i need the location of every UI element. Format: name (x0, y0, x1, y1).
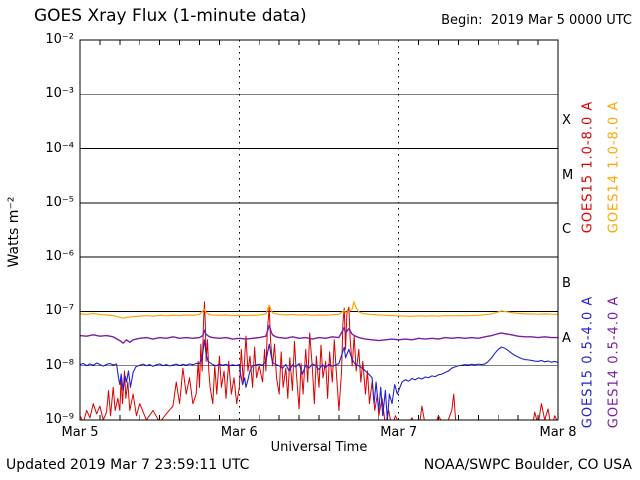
series-line-goes14-long (80, 301, 558, 319)
series-label-goes14-short: GOES14 0.5-4.0 A (606, 295, 622, 429)
y-tick-label: 10⁻⁶ (45, 249, 74, 265)
begin-timestamp: Begin: 2019 Mar 5 0000 UTC (441, 13, 632, 28)
series-line-goes14-short (80, 324, 558, 344)
x-tick-label: Mar 6 (220, 425, 258, 440)
chart-title: GOES Xray Flux (1-minute data) (34, 6, 307, 26)
series-lines (80, 301, 558, 420)
y-tick-label: 10⁻⁵ (45, 194, 74, 210)
hour-ticks (99, 40, 539, 420)
x-tick-label: Mar 5 (61, 425, 99, 440)
y-tick-label: 10⁻³ (45, 86, 74, 102)
flare-class-label-B: B (562, 276, 571, 292)
updated-timestamp: Updated 2019 Mar 7 23:59:11 UTC (6, 457, 250, 473)
x-axis-label: Universal Time (270, 440, 368, 455)
series-label-goes15-long: GOES15 1.0-8.0 A (580, 100, 596, 234)
y-tick-label: 10⁻⁴ (45, 140, 74, 156)
x-tick-label: Mar 8 (539, 425, 577, 440)
decade-gridlines (80, 93, 558, 367)
y-tick-label: 10⁻⁷ (45, 303, 74, 319)
y-tick-label: 10⁻⁹ (45, 412, 74, 427)
y-axis-label: Watts m⁻² (6, 196, 22, 268)
y-tick-label: 10⁻² (45, 32, 74, 47)
flare-class-label-A: A (562, 330, 571, 346)
flare-class-label-C: C (562, 222, 572, 237)
series-line-goes15-short (80, 339, 558, 420)
series-label-goes14-long: GOES14 1.0-8.0 A (606, 100, 622, 234)
plot-border (79, 39, 559, 421)
y-tick-label: 10⁻⁸ (45, 357, 74, 373)
series-label-goes15-short: GOES15 0.5-4.0 A (580, 295, 596, 429)
flare-class-label-M: M (562, 167, 574, 183)
series-line-goes15-long (80, 301, 558, 420)
credit-text: NOAA/SWPC Boulder, CO USA (423, 457, 632, 473)
flare-class-label-X: X (562, 113, 571, 129)
x-tick-label: Mar 7 (380, 425, 418, 440)
